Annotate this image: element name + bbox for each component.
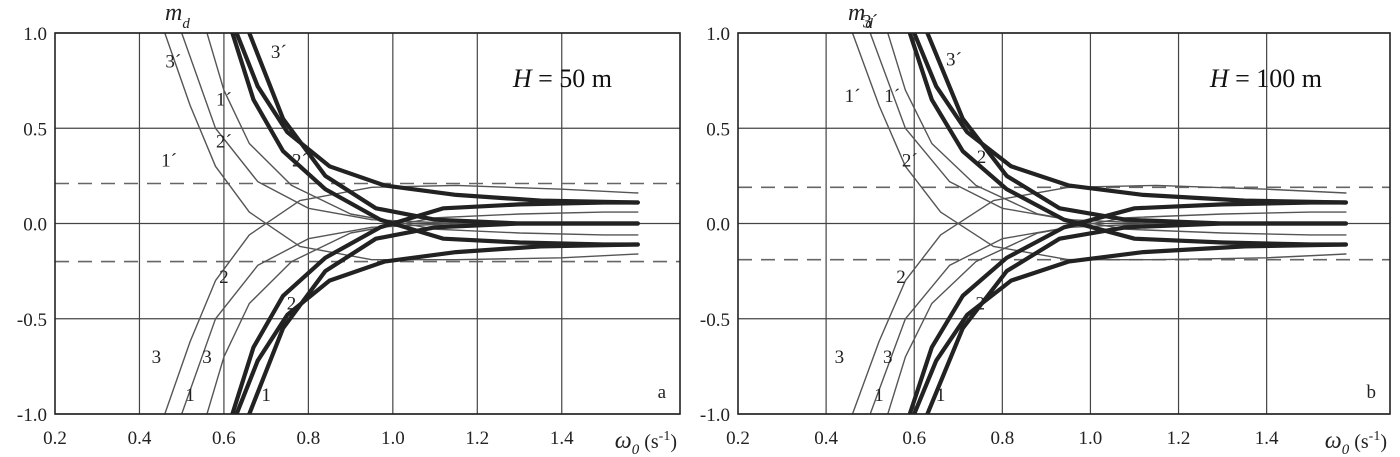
curve-label: 2´ xyxy=(977,147,993,168)
curve-label: 2´ xyxy=(902,151,918,172)
curve-label: 1´ xyxy=(884,86,900,107)
curve-label: 2 xyxy=(896,267,906,288)
height-annotation: H = 50 m xyxy=(512,64,612,93)
x-tick-label: 1.4 xyxy=(1255,428,1279,449)
thin-curve xyxy=(164,184,639,414)
x-tick-label: 0.2 xyxy=(726,428,750,449)
x-axis-label: ω0 (s-1) xyxy=(1325,428,1387,457)
x-tick-label: 1.4 xyxy=(550,428,574,449)
y-tick-label: 1.0 xyxy=(706,24,730,45)
curve-label: 3 xyxy=(152,347,162,368)
y-tick-label: -1.0 xyxy=(17,405,47,426)
curve-label: 1 xyxy=(261,385,271,406)
thin-curve xyxy=(206,33,639,236)
y-tick-label: -0.5 xyxy=(700,310,730,331)
y-tick-label: -0.5 xyxy=(17,310,47,331)
curve-label: 1 xyxy=(936,385,946,406)
thick-curve xyxy=(247,221,640,414)
curve-label: 1´ xyxy=(845,86,861,107)
curve-label: 3´ xyxy=(271,42,287,63)
curve-label: 3´ xyxy=(946,50,962,71)
chart-panel-b: 0.2 0.4 0.6 0.8 1.0 1.2 1.4 1.0 0.5 0.0 -0.5 -1.0 md… xyxy=(700,0,1391,457)
panel-label: a xyxy=(658,382,667,403)
thin-curve xyxy=(164,33,639,261)
x-tick-label: 1.2 xyxy=(1167,428,1191,449)
thick-curve xyxy=(912,242,1349,414)
y-tick-label: 0.0 xyxy=(706,215,730,236)
curve-label: 2 xyxy=(219,267,229,288)
x-tick-label: 0.6 xyxy=(902,428,926,449)
y-tick-label: 0.0 xyxy=(23,215,47,236)
x-tick-label: 0.4 xyxy=(128,428,152,449)
curve-label: 3 xyxy=(883,347,893,368)
x-tick-label: 0.2 xyxy=(43,428,67,449)
y-tick-label: 1.0 xyxy=(23,24,47,45)
chart-panel-a: 0.2 0.4 0.6 0.8 1.0 1.2 1.4 1.0 0.5 0.0 -0.5 -1.0 md… xyxy=(17,0,681,457)
curve-label: 2´ xyxy=(216,132,232,153)
x-tick-label: 1.0 xyxy=(381,428,405,449)
panel-label: b xyxy=(1367,382,1377,403)
curve-label: 1 xyxy=(874,385,884,406)
x-tick-label: 1.2 xyxy=(465,428,489,449)
y-axis-label: md xyxy=(848,0,873,32)
y-tick-label: 0.5 xyxy=(706,119,730,140)
thin-curve xyxy=(206,211,639,414)
x-axis-label: ω0 (s-1) xyxy=(615,428,677,457)
thick-curve xyxy=(234,33,640,205)
curve-label: 2 xyxy=(287,294,297,315)
curve-label: 3 xyxy=(202,347,212,368)
curve-label: 1´ xyxy=(216,90,232,111)
x-tick-label: 0.6 xyxy=(212,428,236,449)
x-tick-label: 0.8 xyxy=(297,428,321,449)
y-axis-label: md xyxy=(165,0,190,32)
x-tick-label: 0.4 xyxy=(814,428,838,449)
x-tick-label: 0.8 xyxy=(990,428,1014,449)
height-annotation: H = 100 m xyxy=(1209,64,1322,93)
thick-curve xyxy=(234,242,640,414)
plot-frame xyxy=(54,32,681,415)
plot-frame xyxy=(737,32,1391,415)
curve-label: 1 xyxy=(185,385,195,406)
curve-label: 2 xyxy=(976,294,986,315)
y-tick-label: 0.5 xyxy=(23,119,47,140)
thick-curve xyxy=(907,200,1349,414)
curve-label: 3 xyxy=(835,347,845,368)
curve-label: 2´ xyxy=(292,151,308,172)
thick-curve xyxy=(230,200,640,414)
thin-curve xyxy=(851,184,1347,414)
thick-curve xyxy=(912,33,1349,205)
curve-label: 3´ xyxy=(862,12,878,33)
thin-curve xyxy=(851,33,1347,261)
x-tick-label: 1.0 xyxy=(1079,428,1103,449)
y-tick-label: -1.0 xyxy=(700,405,730,426)
curve-label: 1´ xyxy=(161,151,177,172)
curve-label: 3´ xyxy=(165,52,181,73)
thick-curve xyxy=(925,221,1349,414)
